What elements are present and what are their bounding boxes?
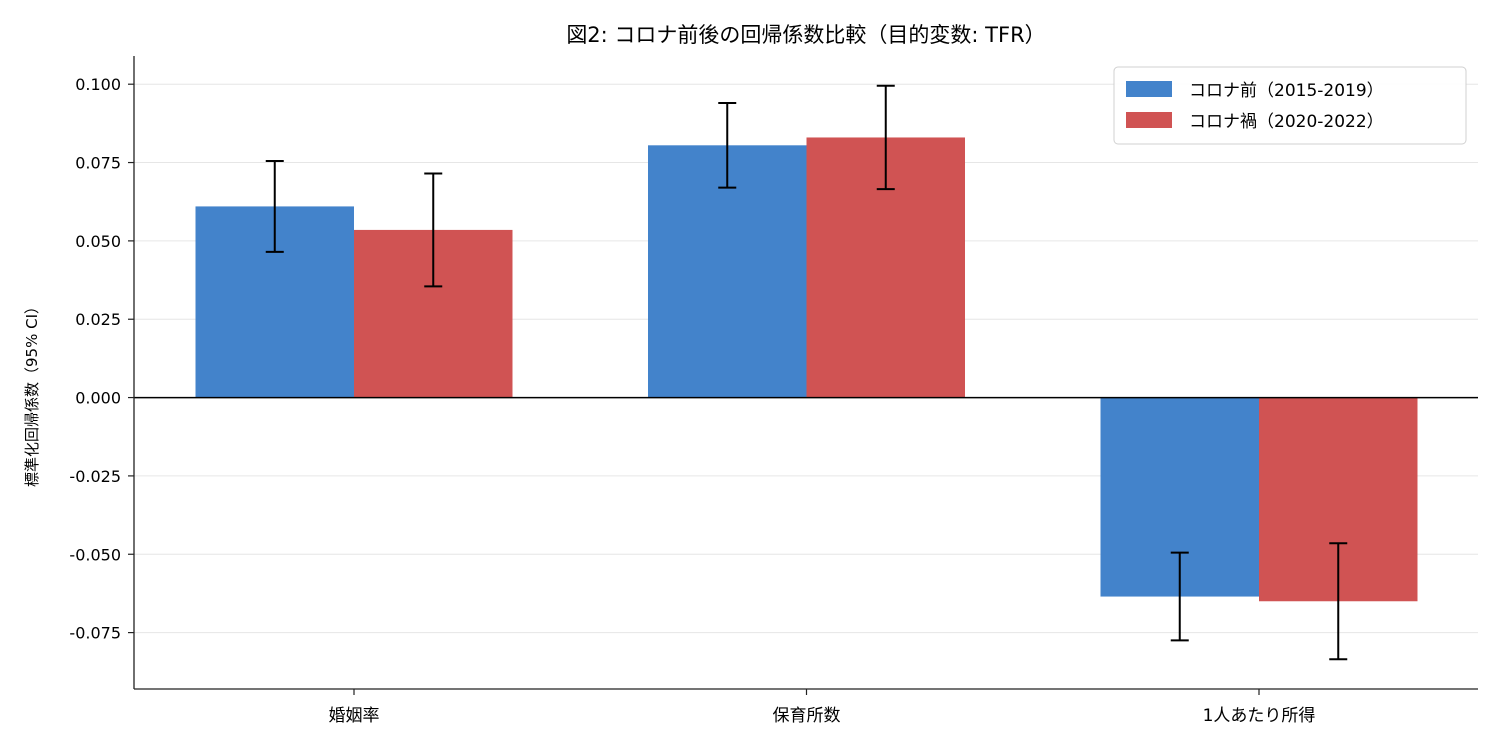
- y-tick-label: 0.000: [75, 389, 121, 408]
- bars: [195, 137, 1418, 602]
- x-ticks: 婚姻率 保育所数 1人あたり所得: [329, 689, 1316, 726]
- legend-swatch: [1126, 81, 1172, 97]
- x-tick-label: 保育所数: [773, 706, 841, 726]
- x-tick-label: 婚姻率: [329, 706, 380, 726]
- error-bars: [265, 84, 1348, 661]
- y-tick-label: 0.075: [75, 154, 121, 173]
- legend-box: [1113, 66, 1467, 145]
- y-tick-label: 0.100: [75, 75, 121, 94]
- y-ticks: 0.100 0.075 0.050 0.025 0.000 -0.025 -0.050 -0.…: [69, 75, 134, 643]
- y-tick-label: -0.050: [69, 545, 121, 564]
- y-axis-label: 標準化回帰係数（95% CI）: [23, 299, 41, 487]
- legend-label: コロナ前（2015-2019）: [1189, 81, 1384, 101]
- y-tick-label: 0.025: [75, 310, 121, 329]
- chart-title: 図2: コロナ前後の回帰係数比較（目的変数: TFR）: [566, 23, 1045, 47]
- y-tick-label: 0.050: [75, 232, 121, 251]
- y-tick-label: -0.025: [69, 467, 121, 486]
- y-tick-label: -0.075: [69, 624, 121, 643]
- legend: コロナ前（2015-2019） コロナ禍（2020-2022）: [1113, 66, 1467, 145]
- legend-label: コロナ禍（2020-2022）: [1189, 112, 1384, 132]
- legend-swatch: [1126, 112, 1172, 128]
- x-tick-label: 1人あたり所得: [1203, 706, 1316, 726]
